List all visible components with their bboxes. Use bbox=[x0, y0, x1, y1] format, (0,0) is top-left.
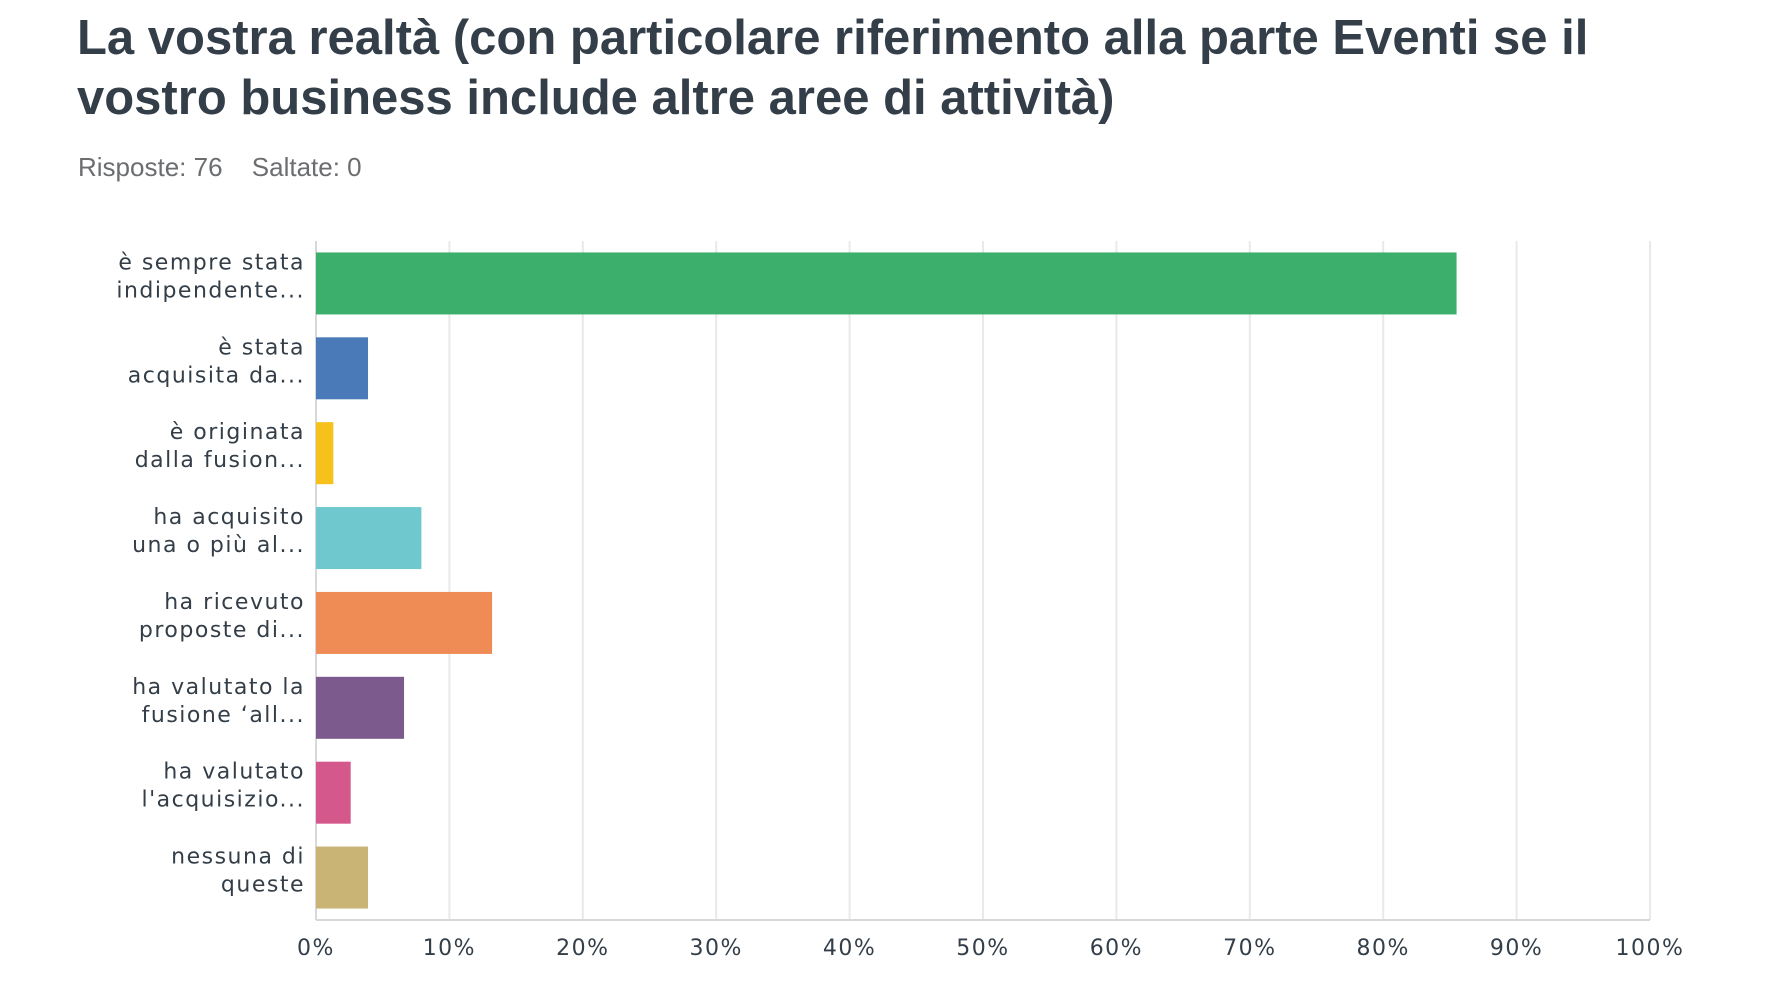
category-label-line: ha ricevuto bbox=[164, 590, 305, 615]
question-title: La vostra realtà (con particolare riferi… bbox=[77, 11, 1589, 125]
x-tick-label: 60% bbox=[1090, 936, 1143, 961]
bar bbox=[316, 422, 334, 485]
category-label-line: è stata bbox=[218, 335, 305, 360]
category-label-line: nessuna di bbox=[171, 845, 305, 870]
bar bbox=[316, 676, 405, 739]
x-tick-label: 80% bbox=[1356, 936, 1409, 961]
category-label-line: proposte di... bbox=[139, 618, 305, 643]
category-label-line: l'acquisizio... bbox=[141, 788, 305, 813]
category-label: è sempre stata indipendente... bbox=[116, 250, 305, 303]
category-label: è stata acquisita da... bbox=[128, 335, 305, 388]
bar bbox=[316, 507, 422, 570]
category-label-line: ha valutato bbox=[163, 760, 305, 785]
bar bbox=[316, 252, 1457, 315]
category-label-line: queste bbox=[221, 873, 305, 898]
answered-count: Risposte: 76 bbox=[78, 152, 223, 182]
category-label-line: è originata bbox=[170, 420, 305, 445]
x-tick-label: 0% bbox=[297, 936, 335, 961]
x-tick-label: 50% bbox=[956, 936, 1009, 961]
category-label-line: fusione ‘all... bbox=[142, 703, 305, 728]
category-label-line: acquisita da... bbox=[128, 363, 305, 388]
category-label: è originata dalla fusion... bbox=[135, 420, 305, 473]
x-tick-label: 70% bbox=[1223, 936, 1276, 961]
skipped-count: Saltate: 0 bbox=[251, 152, 362, 182]
category-label: ha acquisito una o più al... bbox=[132, 505, 305, 558]
category-label-line: ha valutato la bbox=[132, 675, 305, 700]
category-label: ha valutato la fusione ‘all... bbox=[132, 675, 305, 728]
bar bbox=[316, 846, 369, 909]
category-label-line: una o più al... bbox=[132, 533, 305, 558]
bar bbox=[316, 591, 493, 654]
response-summary: Risposte: 76 Saltate: 0 bbox=[78, 152, 384, 183]
category-label-line: ha acquisito bbox=[153, 505, 305, 530]
category-label-line: è sempre stata bbox=[118, 250, 305, 275]
x-tick-label: 100% bbox=[1616, 936, 1685, 961]
x-tick-label: 20% bbox=[556, 936, 609, 961]
category-label: nessuna di queste bbox=[171, 845, 305, 898]
category-label-line: dalla fusion... bbox=[135, 448, 305, 473]
x-tick-label: 40% bbox=[823, 936, 876, 961]
x-tick-label: 10% bbox=[423, 936, 476, 961]
category-label: ha valutato l'acquisizio... bbox=[141, 760, 305, 813]
category-label-line: indipendente... bbox=[116, 278, 305, 303]
x-tick-label: 90% bbox=[1490, 936, 1543, 961]
x-tick-label: 30% bbox=[689, 936, 742, 961]
category-label: ha ricevuto proposte di... bbox=[139, 590, 305, 643]
bar bbox=[316, 337, 369, 400]
bar bbox=[316, 761, 351, 824]
